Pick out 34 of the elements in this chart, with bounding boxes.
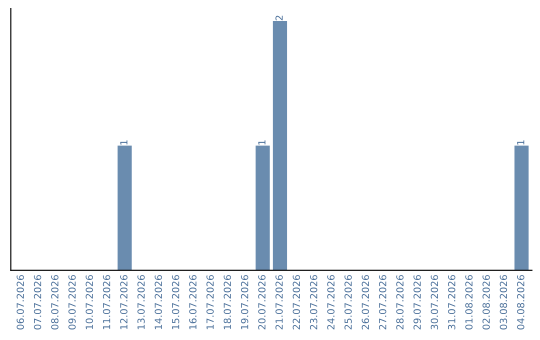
x-tick-label: 16.07.2026 [189,275,197,330]
x-tick-label: 25.07.2026 [344,275,352,330]
x-tick-label: 20.07.2026 [258,275,266,330]
data-label: 1 [517,140,524,145]
x-tick-label: 14.07.2026 [154,275,162,330]
x-tick-label: 24.07.2026 [327,275,335,330]
data-label: 1 [258,140,266,145]
x-tick-label: 10.07.2026 [86,275,93,330]
x-tick-label: 19.07.2026 [240,275,248,330]
x-tick-label: 12.07.2026 [120,275,128,330]
x-tick-label: 17.07.2026 [206,275,214,330]
x-tick-label: 15.07.2026 [172,275,180,330]
x-tick-label: 22.07.2026 [292,275,300,330]
x-tick-label: 07.07.2026 [34,275,42,330]
data-label: 1 [120,140,128,145]
x-tick-label: 31.07.2026 [448,275,456,330]
x-tick-label: 11.07.2026 [102,275,110,330]
x-tick-label: 04.08.2026 [517,275,524,330]
x-tick-label: 26.07.2026 [362,275,370,330]
x-tick-label: 08.07.2026 [51,275,58,330]
x-tick-label: 28.07.2026 [396,275,404,330]
x-tick-label: 09.07.2026 [68,275,76,330]
data-label: 2 [275,16,283,20]
x-tick-label: 29.07.2026 [413,275,421,330]
x-tick-label: 23.07.2026 [310,275,318,330]
x-tick-label: 03.08.2026 [500,275,508,330]
x-tick-label: 01.08.2026 [465,275,473,330]
x-tick-label: 21.07.2026 [275,275,283,330]
x-tick-label: 18.07.2026 [224,275,232,330]
x-tick-label: 02.08.2026 [482,275,490,330]
x-tick-label: 30.07.2026 [430,275,438,330]
x-tick-label: 13.07.2026 [137,275,145,330]
x-tick-label: 27.07.2026 [378,275,386,330]
x-tick-label: 06.07.2026 [16,275,24,330]
